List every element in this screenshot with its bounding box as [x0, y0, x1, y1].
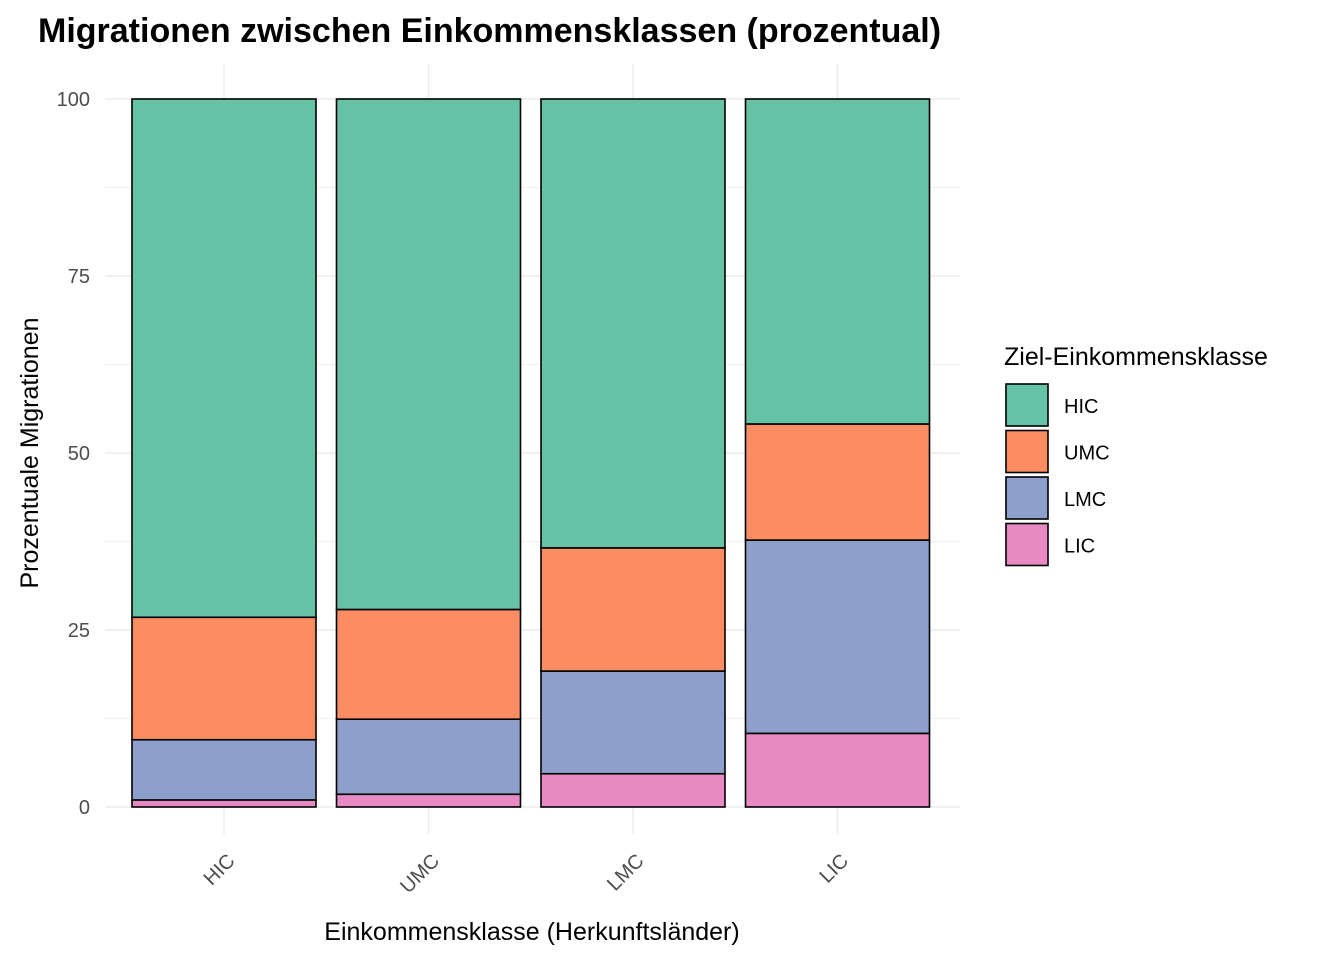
bar-segment-hic-umc — [131, 616, 317, 741]
bar-segment-hic-hic — [131, 98, 317, 619]
legend-key-lic — [1005, 522, 1049, 567]
bar-segment-hic-lic — [131, 799, 317, 808]
bar-segment-umc-lic — [335, 793, 522, 808]
bar-segment-hic-lmc — [131, 738, 317, 801]
x-tick-label: UMC — [396, 850, 444, 898]
bar-segment-lmc-hic — [540, 98, 726, 549]
legend-title: Ziel-Einkommensklasse — [1004, 343, 1268, 371]
bar-segment-lmc-lmc — [540, 670, 726, 775]
x-axis-title: Einkommensklasse (Herkunftsländer) — [324, 918, 739, 946]
y-tick-label: 100 — [57, 89, 90, 111]
x-tick-label: LMC — [603, 850, 648, 895]
legend-label-lmc: LMC — [1064, 489, 1106, 511]
bar-segment-lic-lic — [744, 732, 931, 808]
legend: Ziel-Einkommensklasse HIC UMC LMC LIC — [1004, 343, 1268, 567]
x-axis-ticks: HIC UMC LMC LIC — [200, 850, 853, 898]
y-tick-label: 50 — [68, 443, 90, 465]
bar-segment-lmc-umc — [540, 547, 726, 672]
bar-segment-lic-lmc — [744, 539, 931, 735]
x-tick-label: HIC — [200, 850, 240, 890]
bar-segment-lic-hic — [744, 98, 931, 425]
legend-label-lic: LIC — [1064, 536, 1095, 558]
y-axis-title: Prozentuale Migrationen — [16, 318, 44, 589]
y-tick-label: 75 — [68, 266, 90, 288]
bar-segment-umc-umc — [335, 608, 522, 721]
bar-segment-umc-lmc — [335, 718, 522, 796]
legend-key-umc — [1005, 429, 1049, 474]
bar-segment-lic-umc — [744, 423, 931, 541]
bars — [131, 98, 931, 808]
y-tick-label: 0 — [79, 797, 90, 819]
legend-label-hic: HIC — [1064, 396, 1098, 418]
chart-title: Migrationen zwischen Einkommensklassen (… — [38, 12, 941, 50]
x-tick-label: LIC — [815, 850, 853, 888]
legend-label-umc: UMC — [1064, 443, 1110, 465]
bar-segment-lmc-lic — [540, 772, 726, 808]
y-axis-ticks: 0 25 50 75 100 — [57, 89, 90, 819]
legend-key-hic — [1005, 383, 1049, 427]
legend-key-lmc — [1005, 476, 1049, 520]
bar-segment-umc-hic — [335, 98, 522, 611]
y-tick-label: 25 — [68, 620, 90, 642]
